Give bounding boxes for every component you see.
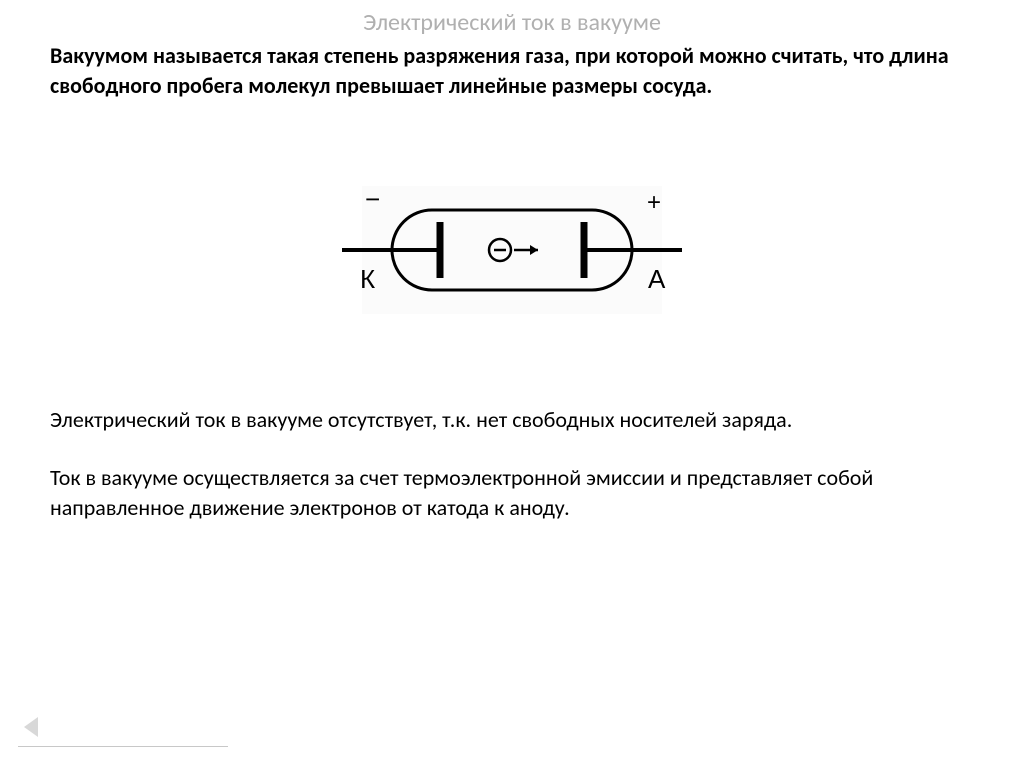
page-title: Электрический ток в вакууме bbox=[50, 8, 974, 37]
cathode-sign: − bbox=[365, 184, 380, 214]
diagram-container: − + К А bbox=[50, 180, 974, 325]
slide: Электрический ток в вакууме Вакуумом наз… bbox=[0, 0, 1024, 767]
vacuum-tube-diagram: − + К А bbox=[332, 180, 692, 320]
paragraph-1: Электрический ток в вакууме отсутствует,… bbox=[50, 405, 974, 435]
cathode-letter: К bbox=[360, 264, 375, 294]
definition-text: Вакуумом называется такая степень разряж… bbox=[50, 41, 974, 100]
anode-sign: + bbox=[647, 189, 661, 216]
anode-letter: А bbox=[648, 264, 666, 294]
nav-divider bbox=[18, 746, 228, 747]
prev-slide-control[interactable] bbox=[18, 715, 66, 739]
paragraph-2: Ток в вакууме осуществляется за счет тер… bbox=[50, 463, 974, 522]
chevron-left-icon bbox=[24, 717, 38, 737]
